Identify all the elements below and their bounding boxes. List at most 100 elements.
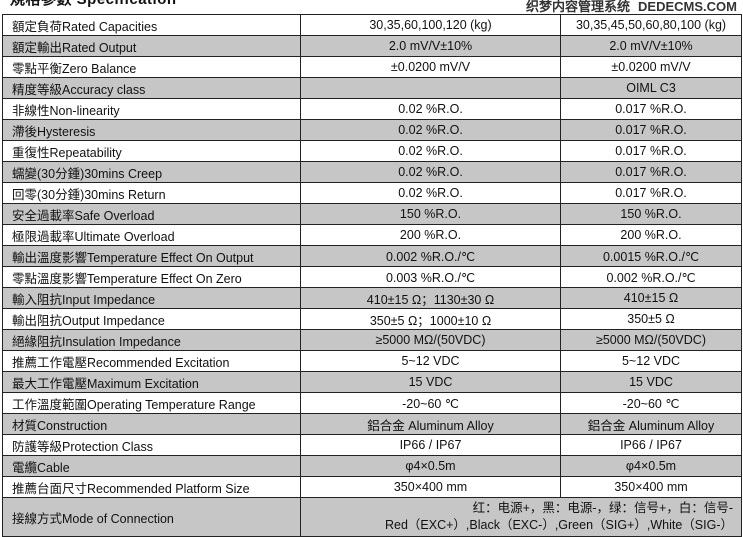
table-row: 蠕變(30分鍾)30mins Creep 0.02 %R.O. 0.017 %R.O… (2, 161, 742, 183)
value-cell-1: 350×400 mm (300, 476, 561, 498)
table-row: 推薦工作電壓Recommended Excitation 5~12 VDC 5~12… (2, 350, 742, 372)
table-row-connection: 接線方式Mode of Connection 红：电源+，黑：电源-，绿：信号+，… (2, 497, 742, 537)
value-cell-1: 2.0 mV/V±10% (300, 35, 561, 57)
table-row: 電纜Cable φ4×0.5m φ4×0.5m (2, 455, 742, 477)
param-label: 安全過載率Safe Overload (2, 203, 301, 225)
value-cell-2: ≥5000 MΩ/(50VDC) (560, 329, 742, 351)
param-label: 防護等級Protection Class (2, 434, 301, 456)
table-row: 工作溫度範圍Operating Temperature Range -20~60 … (2, 392, 742, 414)
param-label: 工作溫度範圍Operating Temperature Range (2, 392, 301, 414)
value-cell-1: ≥5000 MΩ/(50VDC) (300, 329, 561, 351)
param-label: 額定負荷Rated Capacities (2, 14, 301, 36)
table-row: 重復性Repeatability 0.02 %R.O. 0.017 %R.O. (2, 140, 742, 162)
watermark: 织梦内容管理系统 DEDECMS.COM (526, 0, 737, 14)
value-cell-1: 200 %R.O. (300, 224, 561, 246)
param-label: 輸出溫度影響Temperature Effect On Output (2, 245, 301, 267)
value-cell-1: IP66 / IP67 (300, 434, 561, 456)
value-cell-1: 0.02 %R.O. (300, 161, 561, 183)
value-cell-2: IP66 / IP67 (560, 434, 742, 456)
param-label: 輸出阻抗Output Impedance (2, 308, 301, 330)
value-cell-2: 30,35,45,50,60,80,100 (kg) (560, 14, 742, 36)
table-row: 極限過載率Ultimate Overload 200 %R.O. 200 %R.O. (2, 224, 742, 246)
value-cell-1: 350±5 Ω；1000±10 Ω (300, 308, 561, 330)
table-row: 精度等級Accuracy class OIML C3 (2, 77, 742, 99)
table-row: 輸出阻抗Output Impedance 350±5 Ω；1000±10 Ω 350… (2, 308, 742, 330)
table-row: 絕緣阻抗Insulation Impedance ≥5000 MΩ/(50VDC)… (2, 329, 742, 351)
table-row: 零點溫度影響Temperature Effect On Zero 0.003 %R… (2, 266, 742, 288)
table-row: 材質Construction 鋁合金 Aluminum Alloy 鋁合金 Alum… (2, 413, 742, 435)
value-cell-1: ±0.0200 mV/V (300, 56, 561, 78)
value-cell-2: 350×400 mm (560, 476, 742, 498)
value-cell-2: 150 %R.O. (560, 203, 742, 225)
table-row: 額定輸出Rated Output 2.0 mV/V±10% 2.0 mV/V±10% (2, 35, 742, 57)
value-cell-2: 5~12 VDC (560, 350, 742, 372)
table-row: 輸出溫度影響Temperature Effect On Output 0.002 … (2, 245, 742, 267)
value-cell-2: 200 %R.O. (560, 224, 742, 246)
value-cell-2: 15 VDC (560, 371, 742, 393)
table-row: 非線性Non-linearity 0.02 %R.O. 0.017 %R.O. (2, 98, 742, 120)
value-cell-1: 0.02 %R.O. (300, 182, 561, 204)
param-label: 材質Construction (2, 413, 301, 435)
value-cell-2: 0.017 %R.O. (560, 140, 742, 162)
table-row: 推薦台面尺寸Recommended Platform Size 350×400 m… (2, 476, 742, 498)
param-label: 零點平衡Zero Balance (2, 56, 301, 78)
value-cell-2: 鋁合金 Aluminum Alloy (560, 413, 742, 435)
table-row: 回零(30分鍾)30mins Return 0.02 %R.O. 0.017 %R.… (2, 182, 742, 204)
table-row: 安全過載率Safe Overload 150 %R.O. 150 %R.O. (2, 203, 742, 225)
value-cell-1: 150 %R.O. (300, 203, 561, 225)
value-cell-1 (300, 77, 561, 99)
param-label: 滯後Hysteresis (2, 119, 301, 141)
value-cell-2: 0.002 %R.O./℃ (560, 266, 742, 288)
value-cell-2: 0.017 %R.O. (560, 161, 742, 183)
value-cell-1: 0.02 %R.O. (300, 98, 561, 120)
spec-table: 額定負荷Rated Capacities 30,35,60,100,120 (kg… (2, 14, 742, 537)
value-cell-2: OIML C3 (560, 77, 742, 99)
param-label: 重復性Repeatability (2, 140, 301, 162)
table-row: 滯後Hysteresis 0.02 %R.O. 0.017 %R.O. (2, 119, 742, 141)
value-cell-2: 350±5 Ω (560, 308, 742, 330)
table-row: 防護等級Protection Class IP66 / IP67 IP66 / IP… (2, 434, 742, 456)
table-row: 額定負荷Rated Capacities 30,35,60,100,120 (kg… (2, 14, 742, 36)
param-label: 電纜Cable (2, 455, 301, 477)
param-label: 蠕變(30分鍾)30mins Creep (2, 161, 301, 183)
value-cell-1: -20~60 ℃ (300, 392, 561, 414)
value-cell-2: φ4×0.5m (560, 455, 742, 477)
param-label: 推薦台面尺寸Recommended Platform Size (2, 476, 301, 498)
section-title: 規格參數 Specification (10, 0, 177, 9)
value-cell-1: 410±15 Ω；1130±30 Ω (300, 287, 561, 309)
param-label: 回零(30分鍾)30mins Return (2, 182, 301, 204)
value-cell-2: 2.0 mV/V±10% (560, 35, 742, 57)
value-cell-1: 0.02 %R.O. (300, 119, 561, 141)
value-cell-1: 30,35,60,100,120 (kg) (300, 14, 561, 36)
table-row: 最大工作電壓Maximum Excitation 15 VDC 15 VDC (2, 371, 742, 393)
value-cell-1: 0.002 %R.O./℃ (300, 245, 561, 267)
table-row: 零點平衡Zero Balance ±0.0200 mV/V ±0.0200 mV/V (2, 56, 742, 78)
value-cell-2: ±0.0200 mV/V (560, 56, 742, 78)
param-label: 極限過載率Ultimate Overload (2, 224, 301, 246)
value-cell-1: 15 VDC (300, 371, 561, 393)
connection-cn: 红：电源+，黑：电源-，绿：信号+，白：信号- (472, 501, 733, 515)
value-cell-1: 鋁合金 Aluminum Alloy (300, 413, 561, 435)
table-row: 輸入阻抗Input Impedance 410±15 Ω；1130±30 Ω 410… (2, 287, 742, 309)
connection-en: Red（EXC+）,Black（EXC-）,Green（SIG+）,White（… (384, 518, 733, 532)
param-label: 額定輸出Rated Output (2, 35, 301, 57)
param-label: 非線性Non-linearity (2, 98, 301, 120)
param-label: 接線方式Mode of Connection (2, 497, 301, 537)
value-cell-2: 0.017 %R.O. (560, 182, 742, 204)
connection-value: 红：电源+，黑：电源-，绿：信号+，白：信号- Red（EXC+）,Black（E… (300, 497, 742, 537)
value-cell-2: 0.0015 %R.O./℃ (560, 245, 742, 267)
param-label: 輸入阻抗Input Impedance (2, 287, 301, 309)
param-label: 零點溫度影響Temperature Effect On Zero (2, 266, 301, 288)
watermark-line1: 织梦内容管理系统 (526, 0, 631, 14)
value-cell-2: -20~60 ℃ (560, 392, 742, 414)
value-cell-2: 0.017 %R.O. (560, 98, 742, 120)
watermark-line2: DEDECMS.COM (638, 0, 737, 14)
value-cell-1: 0.02 %R.O. (300, 140, 561, 162)
value-cell-2: 410±15 Ω (560, 287, 742, 309)
value-cell-1: 0.003 %R.O./℃ (300, 266, 561, 288)
param-label: 推薦工作電壓Recommended Excitation (2, 350, 301, 372)
value-cell-1: 5~12 VDC (300, 350, 561, 372)
param-label: 絕緣阻抗Insulation Impedance (2, 329, 301, 351)
value-cell-1: φ4×0.5m (300, 455, 561, 477)
param-label: 精度等級Accuracy class (2, 77, 301, 99)
